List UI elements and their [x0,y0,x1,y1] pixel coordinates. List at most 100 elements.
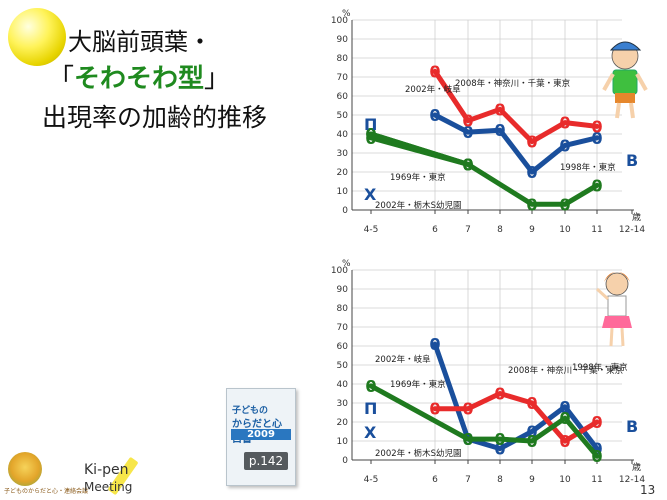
data-point: θ [366,377,377,396]
series-line [368,383,600,459]
brand-top: Ki-pen [84,462,129,478]
data-point: θ [430,106,441,125]
y-tick-label: 10 [337,437,349,447]
series-annotation: 2008年・神奈川・千葉・東京 [508,365,623,376]
boy-arm-icon [635,73,648,91]
y-tick-label: 20 [337,168,349,178]
girl-head-icon [605,272,629,296]
data-point: θ [560,114,571,133]
x-unit-label: 歳 [632,211,641,223]
y-tick-label: 30 [337,399,349,409]
x-tick-label: 11 [591,225,602,235]
marker-chi: Χ [364,185,377,204]
book-cover: 子どもの からだと心 白書 2009 [226,388,296,486]
y-tick-label: 30 [337,149,349,159]
marker-pi: Π [364,115,377,134]
x-tick-label: 10 [559,225,571,235]
x-tick-label: 12-14 [619,225,645,235]
x-tick-label: 10 [559,475,571,485]
data-point: θ [560,432,571,451]
boy-leg-icon [615,102,621,119]
series-annotation: 2002年・岐阜 [375,354,431,365]
x-tick-label: 4-5 [364,225,379,235]
data-point: θ [527,163,538,182]
data-point: θ [527,133,538,152]
boy-cap-icon [609,41,642,51]
data-point: θ [560,409,571,428]
x-tick-label: 9 [529,475,535,485]
data-point: θ [592,117,603,136]
y-unit-label: % [342,9,351,19]
y-tick-label: 90 [337,35,349,45]
title-line-2: 「そわそわ型」 [48,58,230,95]
x-tick-label: 11 [591,475,602,485]
title-line-3: 出現率の加齢的推移 [42,103,268,132]
title-line-1: 大脳前頭葉・ [68,28,212,56]
girl-leg-icon [620,327,625,347]
y-tick-label: 10 [337,187,349,197]
brand-bottom: Meeting [84,480,133,494]
marker-beta: Β [626,151,638,170]
series-annotation: 2002年・栃木S幼児園 [375,448,462,459]
page-number: 13 [640,483,656,497]
y-tick-label: 0 [342,206,348,216]
data-point: θ [463,430,474,449]
girl-shirt-icon [607,295,627,317]
y-tick-label: 70 [337,323,349,333]
decorative-ball [8,8,66,66]
series-annotation: 2002年・岐阜 [405,84,461,95]
x-tick-label: 7 [465,475,471,485]
data-point: θ [560,136,571,155]
x-tick-label: 6 [432,475,438,485]
data-point: θ [430,400,441,419]
data-point: θ [495,100,506,119]
data-point: θ [366,125,377,144]
y-tick-label: 50 [337,361,349,371]
girl-hair-icon [604,272,630,282]
data-point: θ [592,413,603,432]
data-point: θ [495,385,506,404]
y-tick-label: 60 [337,92,349,102]
data-point: θ [366,129,377,148]
data-point: θ [527,195,538,214]
data-point: θ [592,440,603,459]
data-point: θ [527,394,538,413]
data-point: θ [463,112,474,131]
series-annotation: 1998年・東京 [572,362,628,373]
y-tick-label: 60 [337,342,349,352]
data-point: θ [463,155,474,174]
boy-arm-icon [602,73,615,91]
series-annotation: 1969年・東京 [390,379,446,390]
y-tick-label: 50 [337,111,349,121]
series-line [432,68,600,145]
series-annotation: 1969年・東京 [390,172,446,183]
y-tick-label: 70 [337,73,349,83]
data-point: θ [495,430,506,449]
marker-beta: Β [626,417,638,436]
org-logo [8,452,42,486]
x-tick-label: 12-14 [619,475,645,485]
y-tick-label: 100 [331,16,348,26]
girl-arm-icon [595,287,610,301]
x-unit-label: 歳 [632,461,641,473]
data-point: θ [560,398,571,417]
title-emphasis: そわそわ型 [74,64,205,94]
data-point: θ [560,195,571,214]
data-point: θ [463,400,474,419]
girl-leg-icon [609,327,614,347]
data-point: θ [527,423,538,442]
series-line [368,131,600,207]
marker-pi: Π [364,399,377,418]
series-annotation: 1998年・東京 [560,162,616,173]
boy-shorts-icon [615,93,635,103]
title-bracket-open: 「 [48,64,75,94]
data-point: θ [592,447,603,466]
x-tick-label: 6 [432,225,438,235]
y-unit-label: % [342,259,351,269]
y-tick-label: 0 [342,456,348,466]
series-line [432,391,600,444]
data-point: θ [495,440,506,459]
series-annotation: 2008年・神奈川・千葉・東京 [455,78,570,89]
book-title-1: 子どもの [232,406,269,416]
